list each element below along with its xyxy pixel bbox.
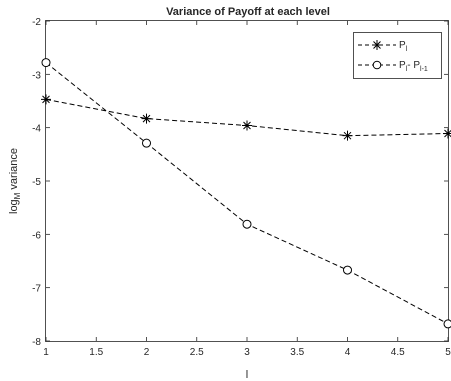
x-axis-label: l [246,369,248,381]
y-tick-label: -8 [32,337,41,348]
series-2-point [41,58,51,68]
y-tick-label: -7 [32,284,41,295]
legend-marker-x [372,40,382,50]
series-1-point [443,128,451,139]
series-markers [41,58,451,329]
x-tick-label: 4.5 [391,347,405,358]
y-tick-label: -4 [32,124,41,135]
legend-label-series-1: Pl [399,40,408,53]
legend: Pl Pl- Pl-1 [353,32,442,79]
x-tick-label: 2 [144,347,150,358]
series-2-point [242,219,252,229]
series-1-point [342,130,353,141]
y-axis-label-rest: variance [8,148,20,193]
axis-ticks: 1 1.5 2 2.5 3 3.5 4 4.5 5 -8 -7 -6 -5 -4 -3 -2 [32,17,451,358]
y-axis-label: logM variance [8,148,22,214]
legend-marker-circle [372,60,382,70]
legend-box [353,32,442,79]
y-tick-label: -5 [32,177,41,188]
x-tick-label: 1 [43,347,49,358]
y-axis-label-main: log [8,199,20,214]
series-2-point [142,138,151,148]
x-tick-label: 5 [445,347,451,358]
x-tick-label: 3.5 [290,347,304,358]
x-tick-label: 1.5 [89,347,103,358]
series-1-point [141,113,152,124]
series-1-point [242,120,252,131]
y-tick-label: -2 [32,17,41,28]
series-2-point [343,265,352,275]
x-tick-label: 3 [244,347,250,358]
x-tick-label: 4 [345,347,351,358]
y-axis-label-subscript: M [13,192,22,199]
legend-label-series-2: Pl- Pl-1 [399,60,428,73]
series-2-point [443,319,451,329]
y-tick-label: -3 [32,70,41,81]
chart-title: Variance of Payoff at each level [166,6,330,18]
series-1-point [41,94,51,105]
x-tick-label: 2.5 [190,347,204,358]
y-tick-label: -6 [32,230,41,241]
